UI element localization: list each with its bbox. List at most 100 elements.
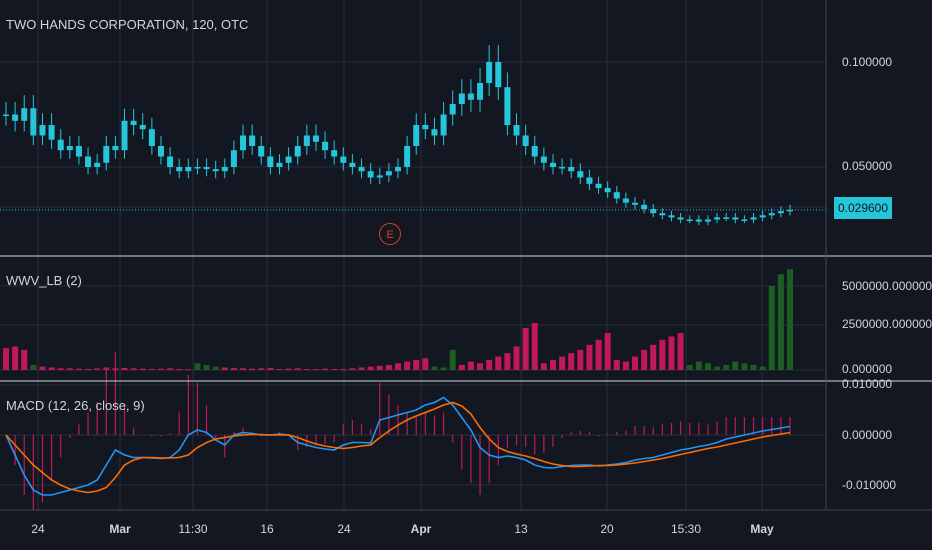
volume-bar xyxy=(513,346,520,370)
volume-pane[interactable] xyxy=(3,269,793,371)
candle-body xyxy=(440,114,447,136)
volume-bar xyxy=(48,367,55,370)
chart-title: TWO HANDS CORPORATION, 120, OTC xyxy=(6,17,249,32)
macd-indicator-label[interactable]: MACD (12, 26, close, 9) xyxy=(6,398,145,413)
candle-body xyxy=(449,104,456,115)
volume-bar xyxy=(495,356,502,370)
candle-body xyxy=(404,146,411,167)
candle-body xyxy=(94,162,101,167)
volume-bar xyxy=(212,366,219,370)
volume-bar xyxy=(294,368,301,370)
volume-bar xyxy=(12,346,19,370)
candle-body xyxy=(568,167,575,172)
time-axis-label: Mar xyxy=(109,522,131,536)
earnings-marker[interactable]: E xyxy=(379,223,401,245)
volume-bar xyxy=(3,348,9,370)
volume-bar xyxy=(121,367,128,370)
volume-bar xyxy=(431,366,438,370)
volume-bar xyxy=(176,368,183,370)
volume-bar xyxy=(21,349,28,370)
volume-bar xyxy=(185,369,192,371)
volume-bar xyxy=(477,363,484,370)
volume-bar xyxy=(340,369,347,371)
candle-body xyxy=(358,167,365,172)
volume-axis-tick: 2500000.000000 xyxy=(842,317,932,331)
volume-bar xyxy=(148,368,155,370)
pane-separators xyxy=(0,0,932,511)
candle-body xyxy=(395,167,401,172)
candle-body xyxy=(732,217,739,220)
candle-body xyxy=(240,135,247,151)
volume-bar xyxy=(312,369,319,371)
volume-bar xyxy=(303,368,310,370)
volume-bar xyxy=(66,368,73,370)
candle-body xyxy=(39,125,46,136)
time-axis-label: 24 xyxy=(31,522,45,536)
volume-bar xyxy=(622,361,629,370)
volume-bar xyxy=(686,364,693,370)
macd-axis-tick: 0.000000 xyxy=(842,428,893,442)
volume-bar xyxy=(395,363,401,370)
volume-bar xyxy=(668,336,675,370)
candle-body xyxy=(258,146,265,157)
candle-body xyxy=(194,167,201,169)
volume-bar xyxy=(358,367,365,370)
price-axis-tick: 0.050000 xyxy=(842,159,893,173)
volume-bar xyxy=(258,368,265,370)
candle-body xyxy=(723,217,730,219)
candle-body xyxy=(622,198,629,203)
candle-body xyxy=(276,162,283,167)
volume-bar xyxy=(714,366,721,370)
volume-bar xyxy=(577,349,584,370)
volume-bar xyxy=(276,368,283,370)
volume-bar xyxy=(249,368,256,370)
candle-body xyxy=(549,162,556,167)
candle-body xyxy=(741,219,748,221)
volume-bar xyxy=(449,349,456,370)
candle-body xyxy=(495,62,502,88)
volume-bar xyxy=(604,333,611,370)
macd-pane[interactable] xyxy=(5,352,791,511)
candle-body xyxy=(203,167,210,170)
volume-bar xyxy=(422,358,429,370)
candle-body xyxy=(267,156,274,167)
time-axis-label: 11:30 xyxy=(178,522,208,536)
price-pane[interactable] xyxy=(0,45,826,226)
volume-bar xyxy=(75,368,82,370)
candle-body xyxy=(632,202,639,205)
volume-bar xyxy=(504,353,511,370)
volume-bar xyxy=(413,359,420,370)
volume-bar xyxy=(385,364,392,370)
volume-bar xyxy=(157,368,164,370)
volume-bar xyxy=(139,368,146,370)
candle-body xyxy=(303,135,310,146)
candle-body xyxy=(750,217,757,220)
candle-body xyxy=(57,139,64,151)
candle-body xyxy=(185,167,192,172)
candle-body xyxy=(768,213,775,216)
candle-body xyxy=(331,150,338,157)
volume-bar xyxy=(331,368,338,370)
candle-body xyxy=(504,87,511,125)
volume-indicator-label[interactable]: WWV_LB (2) xyxy=(6,273,82,288)
volume-axis-tick: 5000000.000000 xyxy=(842,279,932,293)
candle-body xyxy=(103,146,110,163)
candle-body xyxy=(285,156,292,163)
candle-body xyxy=(148,129,155,146)
candle-body xyxy=(349,162,356,167)
candle-body xyxy=(48,125,55,140)
candle-body xyxy=(759,215,766,218)
volume-bar xyxy=(322,368,329,370)
candle-body xyxy=(577,171,584,178)
volume-bar xyxy=(467,361,474,370)
candle-body xyxy=(121,120,128,151)
volume-bar xyxy=(57,368,64,370)
grid-lines xyxy=(0,0,826,510)
volume-bar xyxy=(768,286,775,370)
candle-body xyxy=(522,135,529,146)
time-axis-label: 24 xyxy=(337,522,351,536)
volume-bar xyxy=(549,359,556,370)
volume-bar xyxy=(522,328,529,370)
volume-bar xyxy=(376,365,383,370)
